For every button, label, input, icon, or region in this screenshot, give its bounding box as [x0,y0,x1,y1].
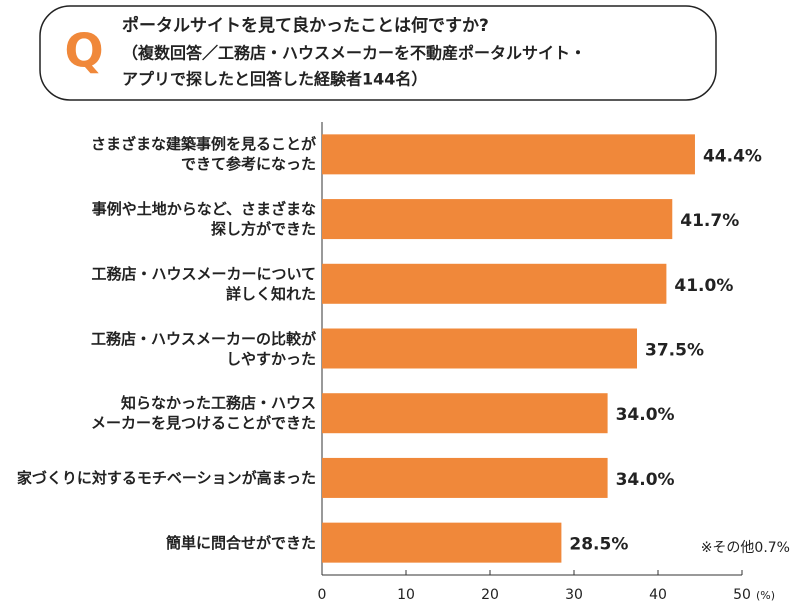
value-label: 44.4% [703,146,762,166]
category-label: さまざまな建築事例を見ることが できて参考になった [90,135,316,174]
bar [322,199,673,240]
note: ※その他0.7% [701,540,790,556]
category-label: 工務店・ハウスメーカーの比較が しやすかった [90,329,316,368]
x-tick-label: 50 [733,587,751,603]
x-tick-label: 40 [649,587,667,603]
x-unit: (%) [756,589,775,602]
category-label: 知らなかった工務店・ハウス メーカーを見つけることができた [90,394,316,433]
bar [322,134,695,175]
bar [322,457,608,498]
badge: Q [64,24,103,78]
category-label: 工務店・ハウスメーカーについて 詳しく知れた [91,264,316,303]
bar [322,522,562,563]
subtitle: アプリで探したと回答した経験者144名） [122,70,427,89]
chart-title: ポータルサイトを見て良かったことは何ですか? [122,15,489,36]
x-tick-label: 20 [481,587,499,603]
x-tick-label: 0 [318,587,327,603]
value-label: 28.5% [569,535,628,555]
header-box [39,5,717,101]
value-label: 34.0% [616,405,675,425]
x-tick-label: 30 [565,587,583,603]
value-label: 41.7% [680,211,739,231]
x-tick-label: 10 [397,587,415,603]
bar [322,393,608,434]
value-label: 41.0% [674,276,733,296]
category-label: 簡単に問合せができた [165,533,316,552]
bar [322,328,637,369]
subtitle: （複数回答／工務店・ハウスメーカーを不動産ポータルサイト・ [122,44,586,63]
category-label: 事例や土地からなど、さまざまな 探し方ができた [91,200,316,239]
value-label: 37.5% [645,341,704,361]
category-label: 家づくりに対するモチベーションが高まった [16,468,316,487]
bar [322,263,667,304]
value-label: 34.0% [616,470,675,490]
